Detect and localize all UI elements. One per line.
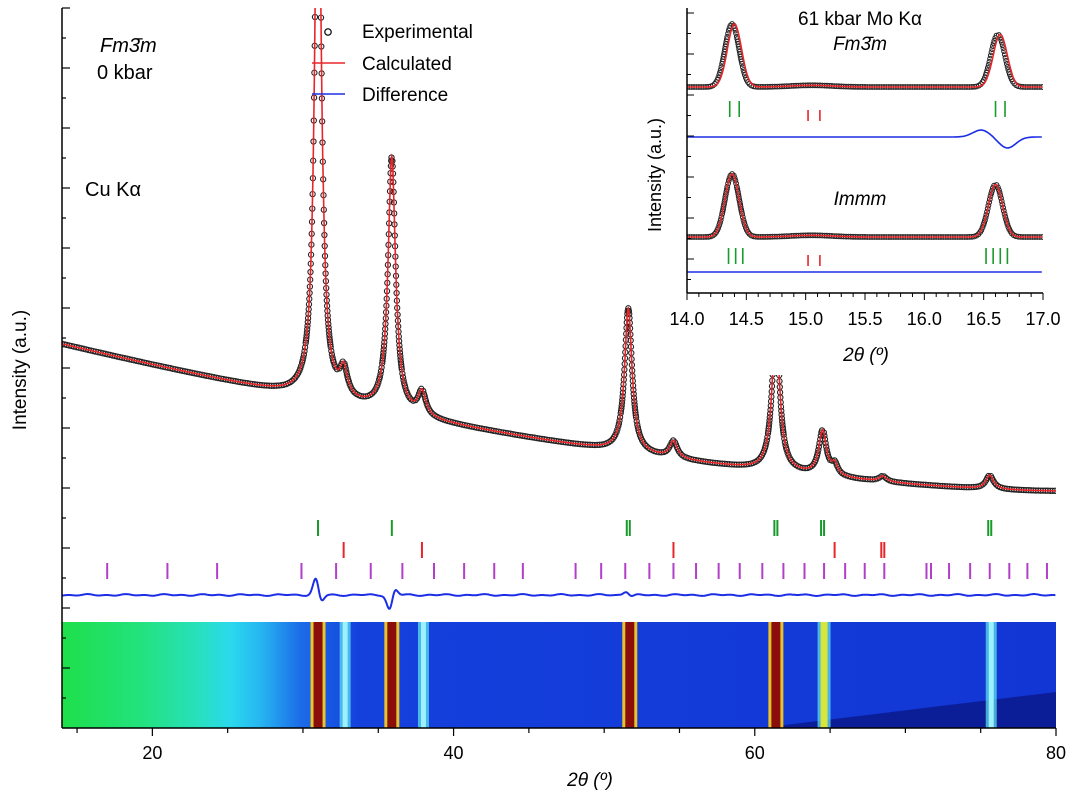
experimental-point [837,468,844,475]
y-axis-ticks [62,7,70,699]
inset-experimental-point [729,171,735,177]
legend-calculated-label: Calculated [362,54,452,75]
detector-line-core [771,622,781,728]
x-tick-label: 80 [1046,743,1066,763]
inset-title: 61 kbar Mo Kα [798,9,922,30]
inset-experimental-point [995,184,1001,191]
inset-x-tick-label: 16.5 [966,309,1001,329]
experimental-point [607,437,614,445]
inset-difference-curve [687,129,1042,149]
experimental-point [754,457,761,464]
inset-calculated-curve [687,23,1043,88]
inset-x-tick-label: 14.0 [669,309,704,329]
detector-line-core [820,622,828,728]
legend: Experimental Calculated Difference [312,22,473,106]
inset-x-tick-label: 15.5 [847,309,882,329]
experimental-point [406,394,413,401]
radiation-label: Cu Kα [85,179,141,201]
experimental-point [991,479,998,486]
inset-calculated-curve [687,173,1043,238]
experimental-point [290,376,298,383]
detector-line-core [342,622,348,728]
detector-line-core [625,622,635,728]
inset-x-tick-label: 17.0 [1025,309,1060,329]
detector-line-core [387,622,397,728]
experimental-point [979,481,986,488]
inset-y-ticks [687,12,694,280]
difference-curve [62,577,1056,610]
inset-x-tick-label: 14.5 [729,309,764,329]
phase-label: Fm3̄m [100,35,157,57]
x-tick-label: 20 [142,743,162,763]
legend-experimental-label: Experimental [362,22,473,43]
detector-line-core [420,622,426,728]
reflection-ticks [106,520,1048,579]
inset-x-axis-label: 2θ (º) [842,345,889,366]
inset-x-ticks: 14.0 14.5 15.0 15.5 16.0 16.5 17.0 [669,293,1061,329]
experimental-point [662,447,670,455]
experimental-point [643,442,650,450]
inset-x-tick-label: 16.0 [907,309,942,329]
inset-x-tick-label: 15.0 [788,309,823,329]
main-plot [62,8,1056,728]
experimental-point [288,377,296,384]
inset-phase-immm: Immm [834,189,887,210]
inset-plot: 14.0 14.5 15.0 15.5 16.0 16.5 17.0 61 kbar Mo … [645,0,1080,375]
calculated-curve [62,8,1056,492]
experimental-point [368,390,376,397]
inset-experimental-point [730,172,737,179]
x-axis-label: 2θ (º) [566,770,613,791]
inset-experimental-point [727,172,734,179]
experimental-point [428,409,435,416]
inset-phase-fm3m: Fm3̄m [833,34,887,55]
experimental-point [641,441,648,448]
x-axis-ticks: 20 40 60 80 [76,728,1066,763]
detector-line-core [313,622,323,728]
main-axes: 20 40 60 80 [61,7,1066,763]
y-axis-label: Intensity (a.u.) [10,310,31,430]
pressure-label: 0 kbar [97,62,153,84]
legend-difference-label: Difference [362,85,448,106]
legend-experimental-marker [324,28,332,36]
x-tick-label: 60 [745,743,765,763]
experimental-point [297,365,304,372]
detector-line-core [988,622,994,728]
detector-image [62,622,1056,728]
inset-y-axis-label: Intensity (a.u.) [645,118,665,232]
x-tick-label: 40 [444,743,464,763]
experimental-point [677,450,684,457]
experimental-point [789,458,796,466]
